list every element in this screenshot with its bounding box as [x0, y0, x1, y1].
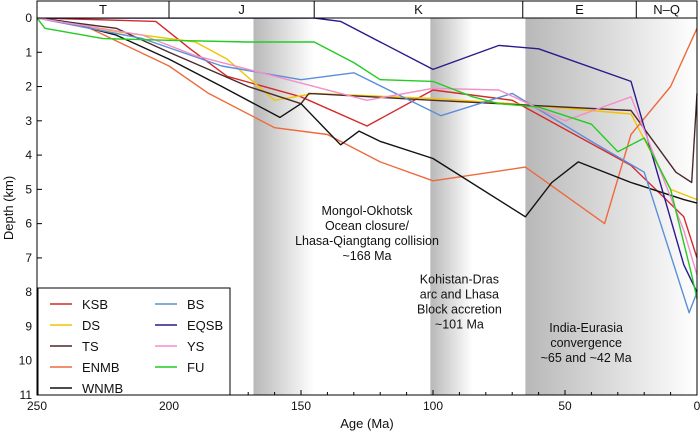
event-label-line: ~65 and ~42 Ma [541, 351, 632, 365]
y-tick-label: 4 [25, 148, 32, 162]
y-tick-label: 10 [19, 354, 33, 368]
series-line-ts [36, 17, 698, 184]
y-tick-label: 5 [25, 182, 32, 196]
x-tick-label: 100 [423, 399, 443, 413]
event-band [253, 18, 315, 395]
event-band [525, 18, 697, 395]
event-band [430, 18, 473, 395]
period-bar: T J K E N–Q [36, 0, 698, 19]
legend-label: KSB [82, 297, 108, 312]
x-tick-label: 200 [159, 399, 179, 413]
period-label: K [414, 2, 423, 17]
legend-label: TS [82, 339, 99, 354]
y-tick-label: 7 [25, 251, 32, 265]
event-bands [253, 18, 697, 395]
legend-label: DS [82, 318, 100, 333]
y-tick-label: 1 [25, 45, 32, 59]
x-tick-label: 250 [27, 399, 47, 413]
x-tick-label: 150 [291, 399, 311, 413]
event-label-line: ~101 Ma [435, 317, 484, 331]
y-tick-label: 6 [25, 217, 32, 231]
y-tick-label: 9 [25, 319, 32, 333]
period-label: J [238, 2, 245, 17]
event-label-line: convergence [550, 336, 622, 350]
period-label: N–Q [653, 2, 680, 17]
period-label: E [575, 2, 584, 17]
y-axis-label: Depth (km) [1, 176, 16, 240]
legend-label: BS [187, 297, 205, 312]
legend-box [37, 287, 231, 396]
y-tick-label: 11 [20, 388, 33, 402]
event-label-line: Kohistan-Dras [420, 272, 499, 286]
x-axis-label: Age (Ma) [340, 416, 393, 431]
event-label-line: Mongol-Okhotsk [321, 204, 413, 218]
event-label-line: Block accretion [417, 302, 502, 316]
x-tick-label: 0 [694, 399, 700, 413]
series-lines [36, 17, 698, 314]
event-label-line: arc and Lhasa [420, 287, 499, 301]
y-tick-label: 8 [25, 285, 32, 299]
legend-label: FU [187, 360, 204, 375]
event-label-line: India-Eurasia [549, 321, 623, 335]
y-tick-label: 3 [25, 114, 32, 128]
series-line-fu [36, 17, 698, 300]
series-line-wnmb [36, 17, 698, 218]
legend: KSB DS TS ENMB WNMB BS EQSB YS FU [37, 287, 231, 396]
event-label-line: Ocean closure/ [325, 219, 410, 233]
event-label-line: Lhasa-Qiangtang collision [295, 234, 439, 248]
series-line-ys [36, 17, 698, 276]
plot-frame [36, 0, 698, 396]
y-tick-label: 0 [25, 11, 32, 25]
legend-label: ENMB [82, 360, 120, 375]
event-label-line: ~168 Ma [343, 249, 392, 263]
y-tick-label: 2 [25, 80, 32, 94]
axis-labels: Age (Ma) Depth (km) [1, 176, 394, 431]
period-label: T [99, 2, 107, 17]
series-line-enmb [36, 17, 698, 225]
period-bar-frame [36, 0, 698, 19]
legend-label: EQSB [187, 318, 223, 333]
legend-label: YS [187, 339, 205, 354]
x-tick-label: 50 [558, 399, 572, 413]
series-line-bs [36, 17, 698, 314]
legend-label: WNMB [82, 381, 123, 396]
